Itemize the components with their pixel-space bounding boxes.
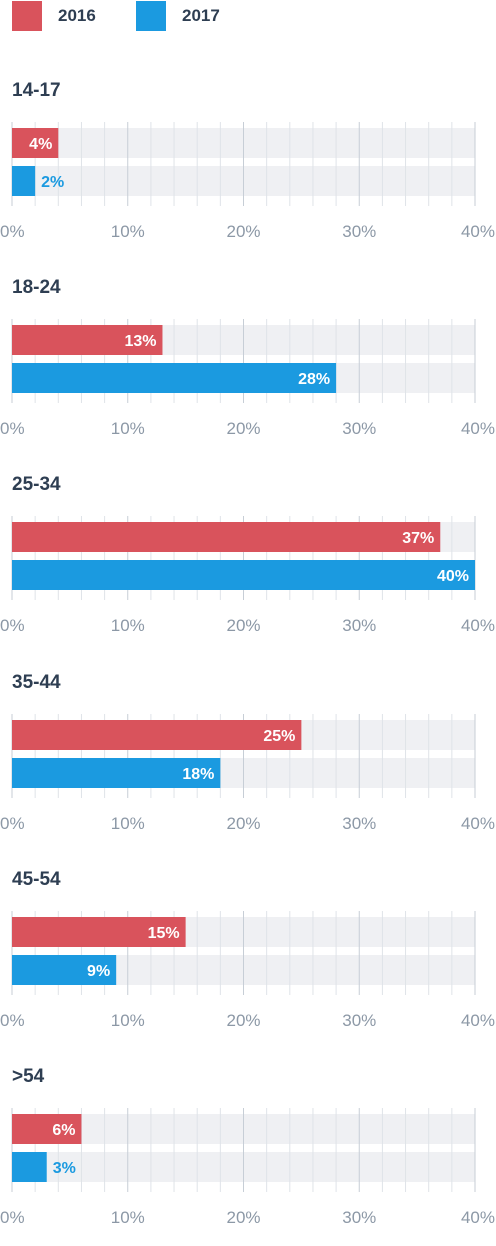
tick-label: 20%: [226, 1208, 260, 1227]
legend-item-2017: 2017: [136, 0, 220, 32]
tick-label: 20%: [226, 419, 260, 438]
group-1417: 14-17 4% 2% 0% 10% 20% 30% 40%: [0, 80, 496, 260]
tick-label: 30%: [342, 616, 376, 635]
legend-label-2016: 2016: [58, 6, 96, 25]
tick-label: 20%: [226, 814, 260, 833]
tick-label: 10%: [111, 222, 145, 241]
group-3544: 35-44 25% 18% 0% 10% 20% 30% 40%: [0, 672, 496, 852]
tick-label: 30%: [342, 1011, 376, 1030]
bar-panel: 4% 2% 0% 10% 20% 30% 40%: [0, 122, 495, 241]
tick-label: 0%: [0, 814, 25, 833]
bar-label: 6%: [52, 1122, 75, 1139]
tick-label: 20%: [226, 1011, 260, 1030]
tick-label: 0%: [0, 419, 25, 438]
group-title: >54: [12, 1066, 45, 1087]
bar-label: 25%: [263, 728, 295, 745]
tick-label: 0%: [0, 1208, 25, 1227]
group-title: 45-54: [12, 868, 61, 890]
bar-label: 37%: [402, 530, 434, 547]
legend-swatch-2017: [136, 1, 166, 31]
tick-label: 40%: [461, 222, 495, 241]
tick-label: 0%: [0, 616, 25, 635]
group-title: 14-17: [12, 80, 61, 101]
bar-panel: 15% 9% 0% 10% 20% 30% 40%: [0, 910, 495, 1030]
group-54: >54 6% 3% 0% 10% 20% 30% 40%: [0, 1066, 496, 1246]
group-4554: 45-54 15% 9% 0% 10% 20% 30% 40%: [0, 869, 496, 1049]
tick-label: 30%: [342, 419, 376, 438]
tick-label: 10%: [111, 616, 145, 635]
tick-label: 40%: [461, 814, 495, 833]
tick-label: 40%: [461, 1208, 495, 1227]
group-title: 18-24: [12, 277, 61, 299]
bar-label: 18%: [182, 766, 214, 783]
bar-label: 3%: [53, 1160, 76, 1177]
bar-2017: [12, 363, 337, 394]
bar-label: 13%: [124, 333, 156, 350]
bar-2016: [12, 522, 441, 553]
bar-2017: [12, 1152, 47, 1182]
bar-label: 40%: [437, 568, 469, 585]
bar-label: 2%: [41, 174, 64, 191]
bar-label: 9%: [87, 963, 110, 980]
bar-panel: 25% 18% 0% 10% 20% 30% 40%: [0, 713, 495, 833]
bar-2016: [12, 325, 163, 356]
bar-2017: [12, 166, 36, 196]
tick-label: 10%: [111, 1011, 145, 1030]
bar-label: 28%: [298, 371, 330, 388]
bar-2017: [12, 560, 475, 591]
bar-2017: [12, 954, 117, 985]
tick-label: 30%: [342, 1208, 376, 1227]
legend-label-2017: 2017: [182, 6, 220, 25]
bar-panel: 6% 3% 0% 10% 20% 30% 40%: [0, 1108, 495, 1227]
tick-label: 30%: [342, 222, 376, 241]
tick-label: 0%: [0, 1011, 25, 1030]
bar-2016: [12, 916, 186, 947]
legend-item-2016: 2016: [12, 0, 96, 32]
group-title: 25-34: [12, 474, 61, 496]
tick-label: 40%: [461, 1011, 495, 1030]
bar-panel: 37% 40% 0% 10% 20% 30% 40%: [0, 516, 495, 635]
bar-panel: 13% 28% 0% 10% 20% 30% 40%: [0, 319, 495, 438]
legend-swatch-2016: [12, 1, 42, 31]
tick-label: 10%: [111, 419, 145, 438]
group-2534: 25-34 37% 40% 0% 10% 20% 30% 40%: [0, 474, 496, 654]
bar-2017: [12, 757, 221, 788]
tick-label: 40%: [461, 419, 495, 438]
bar-label: 15%: [148, 925, 180, 942]
bar-2016: [12, 128, 59, 158]
tick-label: 10%: [111, 814, 145, 833]
tick-label: 0%: [0, 222, 25, 241]
tick-label: 30%: [342, 814, 376, 833]
tick-label: 40%: [461, 616, 495, 635]
tick-label: 20%: [226, 222, 260, 241]
bar-2016: [12, 1114, 82, 1144]
tick-label: 20%: [226, 616, 260, 635]
group-title: 35-44: [12, 671, 61, 693]
bar-2016: [12, 719, 302, 750]
tick-label: 10%: [111, 1208, 145, 1227]
group-1824: 18-24 13% 28% 0% 10% 20% 30% 40%: [0, 277, 496, 457]
bar-label: 4%: [29, 136, 52, 153]
